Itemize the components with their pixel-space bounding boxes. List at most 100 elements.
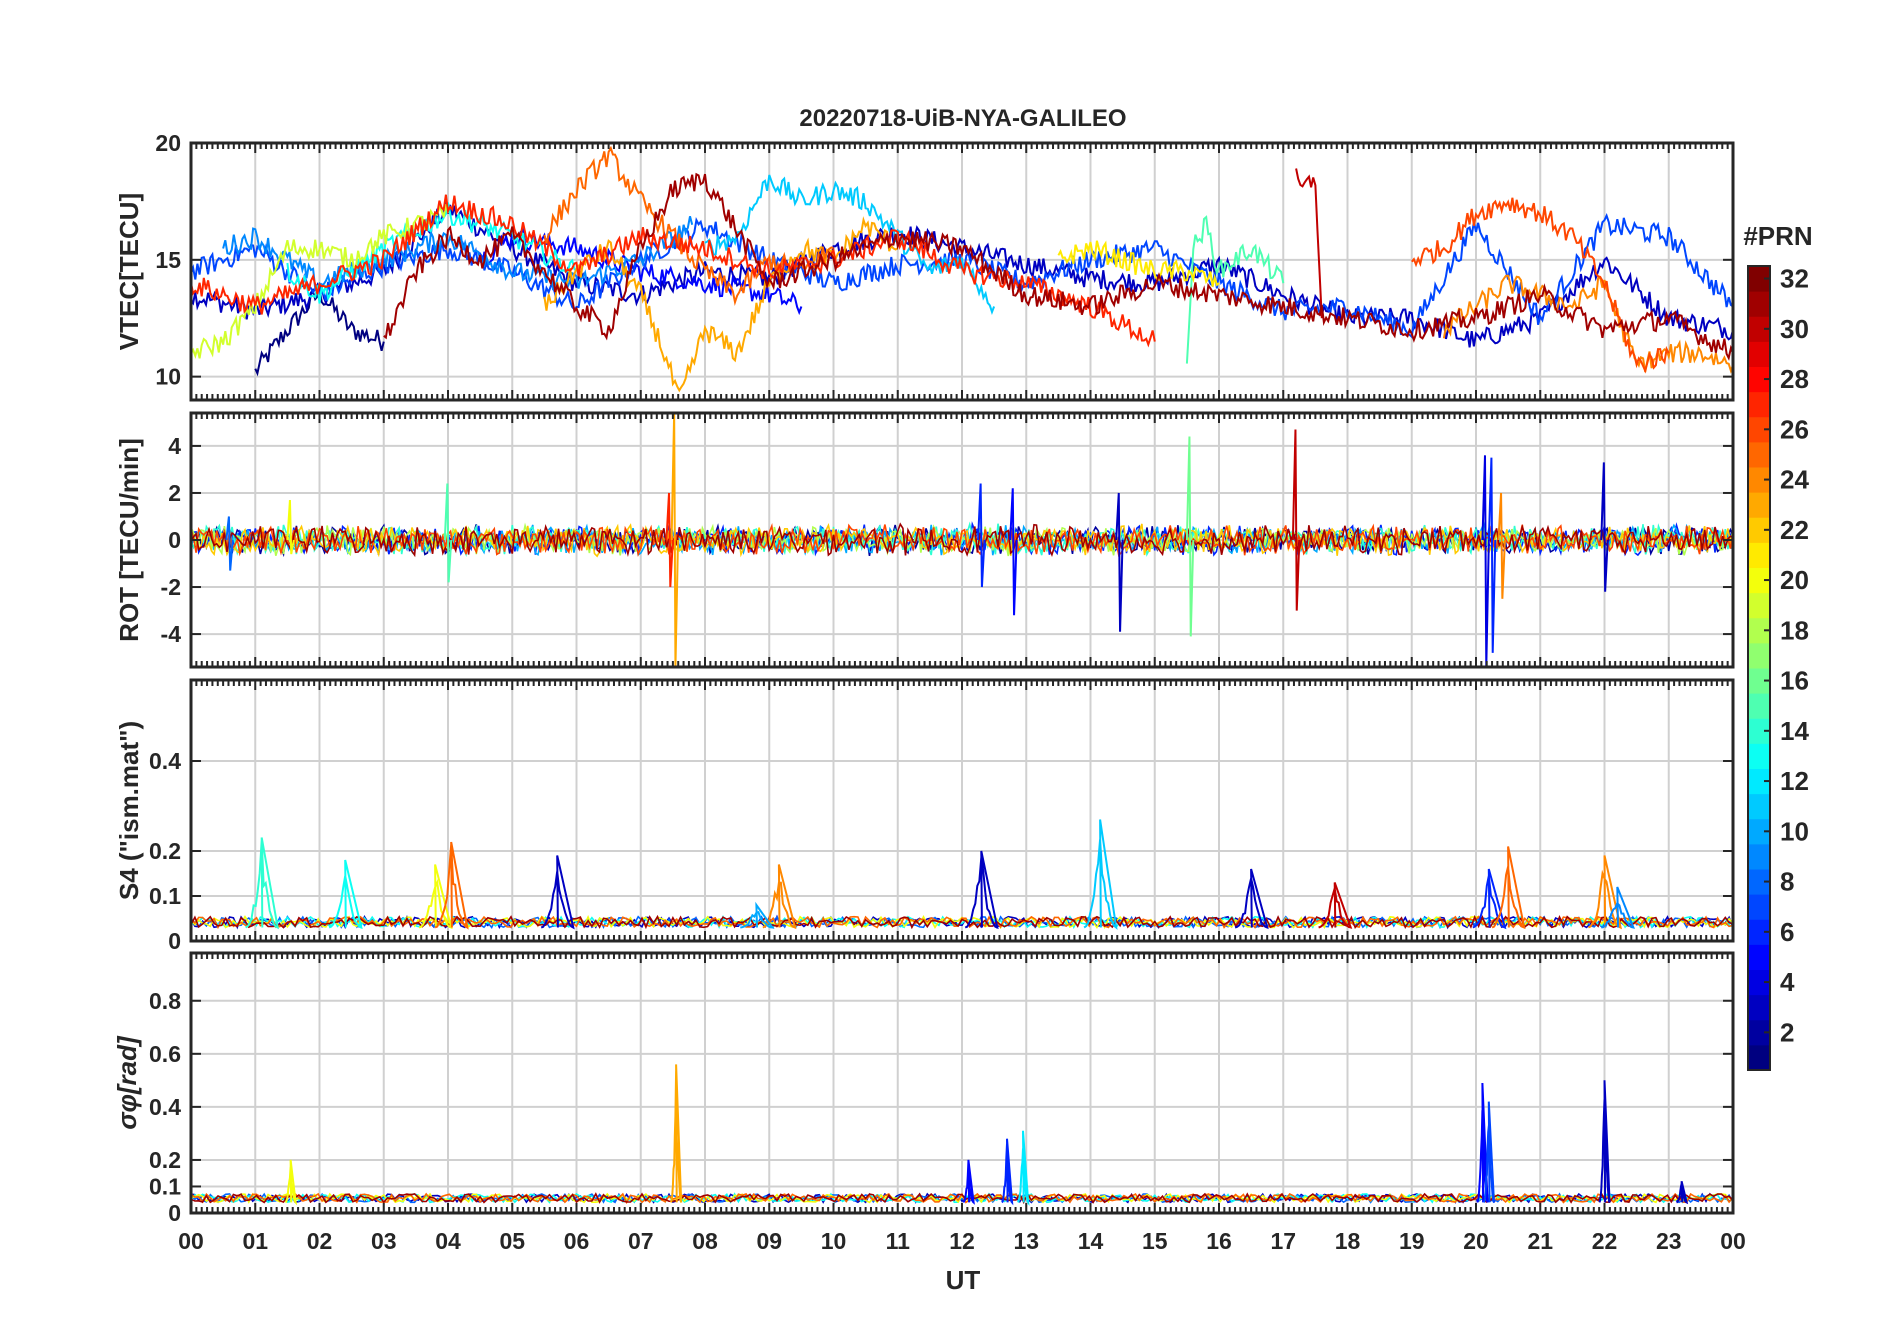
colorbar-tick-label: 24 bbox=[1780, 465, 1809, 495]
colorbar-tick-label: 20 bbox=[1780, 565, 1809, 595]
x-tick-label: 12 bbox=[949, 1228, 975, 1254]
burst-prn-3 bbox=[964, 850, 999, 930]
panel-sigma_phi: 0.8 0.6 0.4 0.20.10 σφ[rad] bbox=[112, 951, 1735, 1226]
series-line-prn-26 bbox=[1411, 197, 1670, 374]
colorbar-tick-label: 14 bbox=[1780, 716, 1809, 746]
y-axis-label: VTEC[TECU] bbox=[114, 193, 144, 350]
rot-spike-prn-27 bbox=[665, 492, 674, 588]
colorbar-block bbox=[1748, 391, 1770, 418]
burst-prn-3 bbox=[1598, 1080, 1611, 1203]
series-line-prn-30 bbox=[1295, 168, 1323, 319]
burst-prn-5 bbox=[962, 1159, 975, 1205]
x-tick-label: 00 bbox=[1720, 1228, 1746, 1254]
colorbar-block bbox=[1748, 869, 1770, 895]
gridlines bbox=[191, 680, 1733, 941]
series-line-prn-13 bbox=[286, 202, 578, 304]
series-line-prn-19 bbox=[191, 203, 449, 360]
series-line-prn-15 bbox=[1185, 215, 1285, 364]
colorbar-tick-label: 8 bbox=[1780, 867, 1794, 897]
series-line-prn-21 bbox=[1057, 240, 1220, 287]
x-minor-ticks bbox=[190, 143, 1734, 400]
colorbar-tick-label: 10 bbox=[1780, 816, 1809, 846]
colorbar-block bbox=[1748, 1019, 1770, 1046]
colorbar-block bbox=[1748, 944, 1770, 970]
x-tick-label: 22 bbox=[1592, 1228, 1618, 1254]
x-tick-labels: 00 01 02 03 04 05 06 07 08 09 10 11 12 13 14 15 16 17 18 19… bbox=[178, 1228, 1746, 1254]
rot-spike-prn-6 bbox=[977, 483, 986, 588]
rot-spike-prn-6 bbox=[1487, 457, 1497, 653]
colorbar-tick-label: 2 bbox=[1780, 1017, 1794, 1047]
colorbar-block bbox=[1748, 416, 1770, 443]
baseline-trace-prn-31 bbox=[191, 1192, 1733, 1205]
burst-prn-10 bbox=[740, 901, 775, 929]
colorbar-block bbox=[1748, 768, 1770, 795]
panel-rot: 4 2 0 -2 -4 ROT [TECU/min] bbox=[114, 411, 1735, 669]
colorbar-tick-label: 22 bbox=[1780, 515, 1809, 545]
series-group bbox=[191, 145, 1733, 393]
x-tick-label: 06 bbox=[564, 1228, 590, 1254]
colorbar-block bbox=[1748, 592, 1770, 619]
burst-prn-25 bbox=[434, 841, 469, 930]
x-tick-label: 02 bbox=[307, 1228, 333, 1254]
x-tick-label: 00 bbox=[178, 1228, 204, 1254]
colorbar-block bbox=[1748, 542, 1770, 568]
colorbar-block bbox=[1748, 743, 1770, 769]
colorbar-block bbox=[1748, 642, 1770, 669]
x-tick-label: 19 bbox=[1399, 1228, 1425, 1254]
y-tick-label: 0 bbox=[168, 928, 181, 954]
colorbar-tick-label: 16 bbox=[1780, 666, 1809, 696]
rot-spike-prn-23 bbox=[670, 413, 680, 667]
burst-prn-3 bbox=[1234, 868, 1269, 930]
x-tick-label: 23 bbox=[1656, 1228, 1682, 1254]
burst-prn-7 bbox=[1482, 1101, 1495, 1203]
colorbar-block bbox=[1748, 994, 1770, 1021]
y-tick-label: 0.6 bbox=[149, 1041, 181, 1067]
series-line-prn-31 bbox=[383, 172, 1733, 361]
burst-prn-23 bbox=[669, 1064, 683, 1203]
colorbar-tick-label: 30 bbox=[1780, 314, 1809, 344]
rot-spike-prn-30 bbox=[1291, 429, 1301, 611]
colorbar-title: #PRN bbox=[1743, 221, 1812, 251]
x-tick-label: 14 bbox=[1078, 1228, 1104, 1254]
series-line-prn-27 bbox=[191, 194, 1156, 348]
colorbar-block bbox=[1748, 693, 1770, 719]
series-group bbox=[191, 819, 1733, 930]
x-tick-label: 03 bbox=[371, 1228, 397, 1254]
colorbar-block bbox=[1748, 517, 1770, 543]
colorbar: #PRN 32 30 28 26 24 22 20 18 16 14 12 10 8 6 4 2 bbox=[1743, 221, 1813, 1071]
colorbar-block bbox=[1748, 366, 1770, 393]
x-tick-label: 10 bbox=[821, 1228, 847, 1254]
colorbar-block bbox=[1748, 818, 1770, 845]
x-tick-label: 16 bbox=[1206, 1228, 1232, 1254]
colorbar-block bbox=[1748, 718, 1770, 744]
y-tick-label: 0.1 bbox=[149, 1173, 181, 1199]
x-tick-label: 11 bbox=[886, 1228, 911, 1254]
x-tick-label: 17 bbox=[1270, 1228, 1296, 1254]
burst-prn-3 bbox=[1676, 1180, 1689, 1205]
colorbar-tick-label: 18 bbox=[1780, 615, 1809, 645]
series-group bbox=[191, 1064, 1733, 1206]
x-tick-label: 04 bbox=[435, 1228, 461, 1254]
x-axis-label: UT bbox=[946, 1265, 981, 1295]
rot-spike-prn-15 bbox=[443, 483, 453, 583]
rot-spike-prn-3 bbox=[1115, 492, 1124, 632]
y-axis-label: σφ[rad] bbox=[112, 1035, 142, 1130]
colorbar-block bbox=[1748, 793, 1770, 820]
y-tick-label: 0 bbox=[168, 527, 181, 553]
y-tick-label: 2 bbox=[168, 480, 181, 506]
rot-spike-prn-16 bbox=[1185, 436, 1195, 637]
x-tick-label: 05 bbox=[499, 1228, 525, 1254]
colorbar-tick-label: 4 bbox=[1780, 967, 1795, 997]
burst-prn-20 bbox=[284, 1159, 298, 1206]
colorbar-block bbox=[1748, 266, 1770, 292]
colorbar-block bbox=[1748, 441, 1770, 468]
colorbar-tick-label: 32 bbox=[1780, 264, 1809, 294]
y-axis-label: ROT [TECU/min] bbox=[114, 438, 144, 642]
x-tick-label: 18 bbox=[1335, 1228, 1361, 1254]
y-tick-label: 0 bbox=[168, 1200, 181, 1226]
series-group bbox=[191, 413, 1733, 667]
burst-prn-11 bbox=[1083, 819, 1118, 930]
colorbar-tick-label: 6 bbox=[1780, 917, 1794, 947]
colorbar-tick-label: 12 bbox=[1780, 766, 1809, 796]
